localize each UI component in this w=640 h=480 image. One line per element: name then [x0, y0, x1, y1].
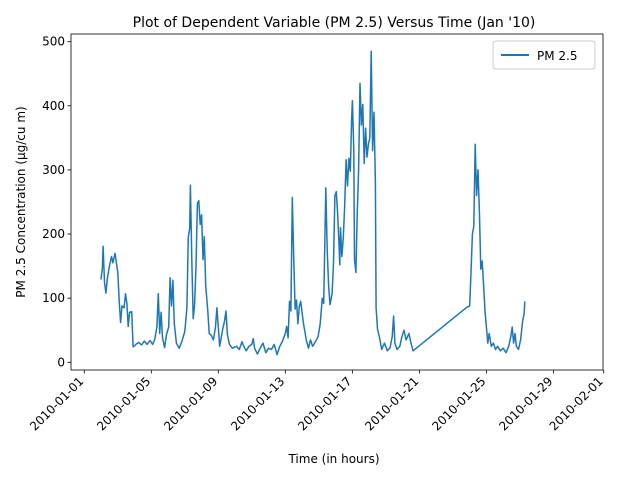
chart-title: Plot of Dependent Variable (PM 2.5) Vers… [133, 15, 536, 31]
y-axis-label: PM 2.5 Concentration (µg/cu m) [14, 106, 28, 297]
y-tick-label: 400 [42, 99, 65, 113]
y-tick-label: 100 [42, 291, 65, 305]
y-axis-ticks: 0 100 200 300 400 500 [42, 35, 71, 369]
legend-box [492, 40, 596, 70]
y-tick-label: 0 [57, 355, 65, 369]
series-layer [100, 50, 526, 356]
y-tick-label: 300 [42, 163, 65, 177]
legend: PM 2.5 [492, 40, 596, 70]
x-axis-label: Time (in hours) [287, 452, 379, 466]
y-tick-label: 200 [42, 227, 65, 241]
legend-label: PM 2.5 [537, 49, 578, 63]
y-tick-label: 500 [42, 35, 65, 49]
plot-frame [70, 33, 604, 371]
series-line [100, 50, 526, 356]
